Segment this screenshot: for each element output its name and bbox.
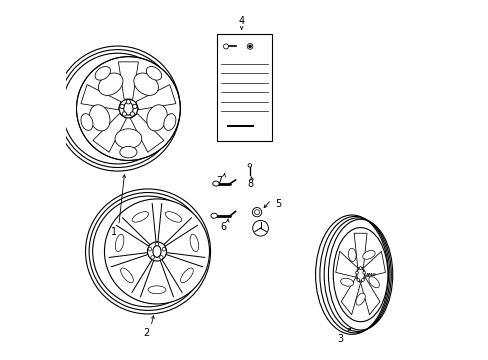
Ellipse shape <box>163 114 176 130</box>
Polygon shape <box>118 62 138 99</box>
Circle shape <box>248 45 251 48</box>
Circle shape <box>119 99 138 118</box>
Text: 7: 7 <box>216 176 222 186</box>
Ellipse shape <box>81 114 93 130</box>
Text: 6: 6 <box>220 222 225 232</box>
Ellipse shape <box>355 293 365 305</box>
Ellipse shape <box>123 102 133 115</box>
Ellipse shape <box>120 147 137 158</box>
Circle shape <box>361 279 364 282</box>
Ellipse shape <box>180 268 193 283</box>
Ellipse shape <box>362 251 374 259</box>
Circle shape <box>159 256 163 259</box>
Ellipse shape <box>356 268 364 281</box>
Circle shape <box>104 199 209 304</box>
Circle shape <box>130 112 134 116</box>
Text: AMG: AMG <box>364 273 375 277</box>
Polygon shape <box>335 251 357 277</box>
Circle shape <box>356 279 359 282</box>
Circle shape <box>252 220 268 236</box>
Circle shape <box>162 247 165 251</box>
Circle shape <box>76 57 180 161</box>
Ellipse shape <box>95 67 110 80</box>
Ellipse shape <box>115 234 123 252</box>
Text: 2: 2 <box>143 328 149 338</box>
Circle shape <box>147 242 166 261</box>
Ellipse shape <box>340 278 353 286</box>
Circle shape <box>126 100 130 104</box>
Ellipse shape <box>165 212 182 222</box>
Ellipse shape <box>146 105 167 131</box>
Ellipse shape <box>148 286 165 294</box>
Circle shape <box>252 207 261 217</box>
Circle shape <box>246 44 252 49</box>
Ellipse shape <box>333 228 387 322</box>
Polygon shape <box>81 85 121 110</box>
Text: 8: 8 <box>247 179 253 189</box>
Circle shape <box>155 242 159 246</box>
Ellipse shape <box>89 105 110 131</box>
Polygon shape <box>130 114 163 152</box>
Polygon shape <box>136 85 176 110</box>
Circle shape <box>223 44 228 49</box>
Circle shape <box>358 267 361 270</box>
Text: 1: 1 <box>111 227 117 237</box>
Ellipse shape <box>153 246 161 257</box>
Ellipse shape <box>368 277 379 288</box>
Circle shape <box>151 256 154 259</box>
Text: 4: 4 <box>238 16 244 26</box>
Ellipse shape <box>134 73 158 95</box>
Ellipse shape <box>210 213 217 218</box>
Ellipse shape <box>347 248 355 261</box>
Polygon shape <box>341 278 360 315</box>
Polygon shape <box>93 114 126 152</box>
Circle shape <box>122 112 126 116</box>
Ellipse shape <box>212 181 219 186</box>
Ellipse shape <box>190 234 198 252</box>
Text: 5: 5 <box>275 199 281 209</box>
Polygon shape <box>353 233 366 267</box>
Circle shape <box>120 104 124 109</box>
Ellipse shape <box>98 73 123 95</box>
Polygon shape <box>360 278 379 315</box>
Bar <box>216 33 272 141</box>
Circle shape <box>362 271 365 274</box>
Polygon shape <box>363 251 385 277</box>
Text: 3: 3 <box>337 334 343 344</box>
Circle shape <box>355 271 358 274</box>
Ellipse shape <box>115 129 142 148</box>
Ellipse shape <box>121 268 133 283</box>
Circle shape <box>247 163 251 167</box>
Circle shape <box>254 210 259 215</box>
Circle shape <box>148 247 151 251</box>
Circle shape <box>132 104 137 109</box>
Ellipse shape <box>146 67 162 80</box>
Ellipse shape <box>132 212 148 222</box>
